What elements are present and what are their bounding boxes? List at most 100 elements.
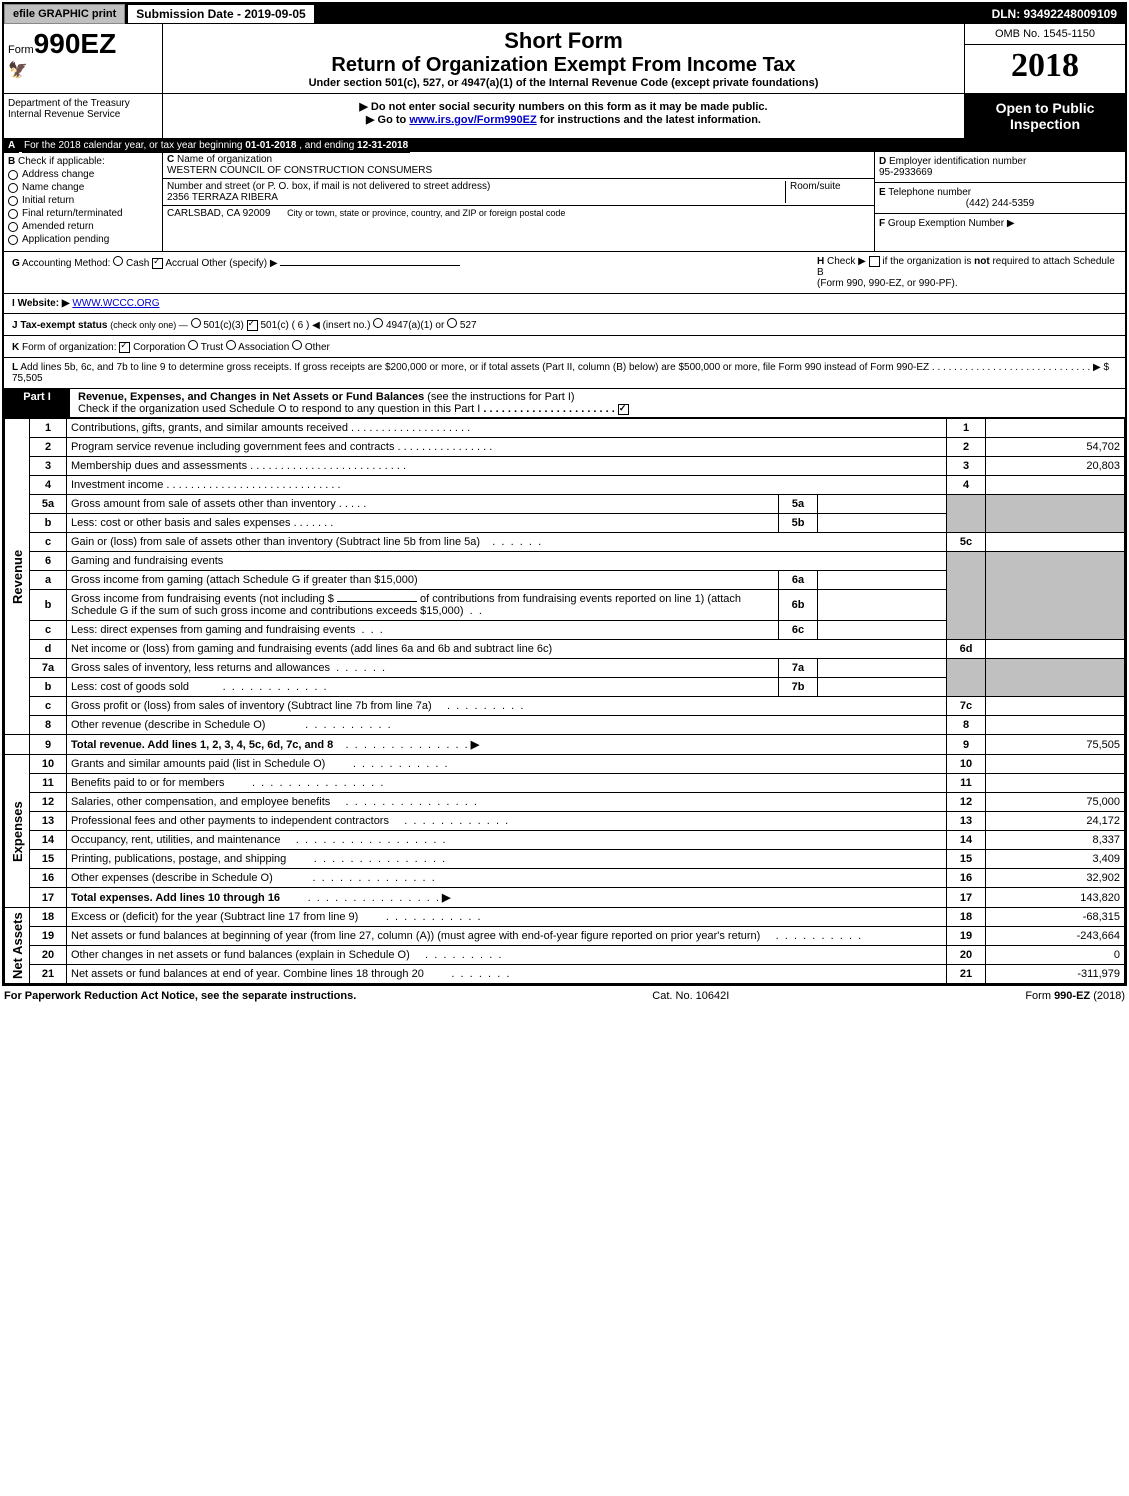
short-form-title: Short Form — [171, 28, 956, 54]
tax-year: 2018 — [965, 45, 1125, 87]
ssn-warning: ▶ Do not enter social security numbers o… — [169, 100, 958, 113]
section-i: I Website: ▶ WWW.WCCC.ORG — [4, 294, 1125, 314]
part1-subtitle: (see the instructions for Part I) — [427, 391, 574, 403]
radio-trust[interactable] — [188, 340, 198, 350]
line5a-sub: 5a — [779, 495, 818, 514]
addr-label: Number and street (or P. O. box, if mail… — [167, 181, 490, 192]
l-label: L — [12, 362, 18, 373]
line21-num: 21 — [947, 965, 986, 984]
line2-desc: Program service revenue including govern… — [71, 441, 394, 453]
checkbox-schedule-o[interactable] — [618, 404, 629, 415]
website-link[interactable]: WWW.WCCC.ORG — [72, 298, 159, 309]
irs-form-link[interactable]: www.irs.gov/Form990EZ — [409, 114, 536, 126]
j-title: Tax-exempt status — [20, 320, 107, 331]
form-header: Form990EZ 🦅 Short Form Return of Organiz… — [4, 24, 1125, 94]
opt-association: Association — [238, 342, 289, 353]
radio-501c3[interactable] — [191, 318, 201, 328]
checkbox-schedule-b[interactable] — [869, 256, 880, 267]
line20-no: 20 — [30, 946, 67, 965]
submission-date: Submission Date - 2019-09-05 — [127, 4, 314, 24]
opt-other-specify: Other (specify) ▶ — [201, 258, 277, 269]
under-section-text: Under section 501(c), 527, or 4947(a)(1)… — [171, 77, 956, 89]
g-label: G — [12, 258, 20, 269]
line8-desc: Other revenue (describe in Schedule O) — [71, 719, 265, 731]
other-specify-input[interactable] — [280, 265, 460, 266]
section-c: C Name of organization WESTERN COUNCIL O… — [163, 152, 874, 251]
line21-no: 21 — [30, 965, 67, 984]
line12-num: 12 — [947, 793, 986, 812]
expenses-label: Expenses — [5, 755, 30, 908]
radio-527[interactable] — [447, 318, 457, 328]
line20-amt: 0 — [986, 946, 1125, 965]
line6-no: 6 — [30, 552, 67, 571]
form-prefix: Form — [8, 44, 34, 56]
line6c-no: c — [30, 621, 67, 640]
b-label: B — [8, 156, 15, 167]
line17-no: 17 — [30, 888, 67, 908]
line6b-sub: 6b — [779, 590, 818, 621]
radio-corporation[interactable] — [119, 342, 130, 353]
j-note: (check only one) — — [110, 320, 188, 330]
line6d-amt — [986, 640, 1125, 659]
gray7 — [947, 659, 986, 697]
org-city: CARLSBAD, CA 92009 — [167, 208, 270, 219]
line16-desc: Other expenses (describe in Schedule O) — [71, 872, 273, 884]
radio-501c[interactable] — [247, 320, 258, 331]
line16-no: 16 — [30, 869, 67, 888]
line9-arrow: ▶ — [471, 739, 479, 751]
opt-application-pending: Application pending — [22, 234, 109, 245]
checkbox-application-pending[interactable] — [8, 235, 18, 245]
line18-num: 18 — [947, 908, 986, 927]
line13-num: 13 — [947, 812, 986, 831]
line16-amt: 32,902 — [986, 869, 1125, 888]
radio-accrual[interactable] — [152, 258, 163, 269]
line5b-desc: Less: cost or other basis and sales expe… — [71, 517, 291, 529]
checkbox-name-change[interactable] — [8, 183, 18, 193]
radio-other-org[interactable] — [292, 340, 302, 350]
line21-desc: Net assets or fund balances at end of ye… — [71, 968, 424, 980]
line6b-input[interactable] — [337, 601, 417, 602]
line8-num: 8 — [947, 716, 986, 735]
radio-cash[interactable] — [113, 256, 123, 266]
line9-amt: 75,505 — [986, 735, 1125, 755]
line1-num: 1 — [947, 419, 986, 438]
i-label: I — [12, 298, 15, 309]
line6a-sub: 6a — [779, 571, 818, 590]
checkbox-initial-return[interactable] — [8, 196, 18, 206]
opt-other-org: Other — [305, 342, 330, 353]
line-a-text: For the 2018 calendar year, or tax year … — [22, 138, 410, 153]
line14-desc: Occupancy, rent, utilities, and maintena… — [71, 834, 281, 846]
line7c-num: 7c — [947, 697, 986, 716]
radio-4947[interactable] — [373, 318, 383, 328]
line7c-no: c — [30, 697, 67, 716]
c-name-label: Name of organization — [177, 154, 272, 165]
line6b-pre: Gross income from fundraising events (no… — [71, 593, 337, 605]
line-a-pre: For the 2018 calendar year, or tax year … — [24, 140, 245, 151]
line2-amt: 54,702 — [986, 438, 1125, 457]
line17-desc: Total expenses. Add lines 10 through 16 — [71, 892, 280, 904]
checkbox-address-change[interactable] — [8, 170, 18, 180]
e-title: Telephone number — [888, 187, 971, 198]
line14-amt: 8,337 — [986, 831, 1125, 850]
section-j: J Tax-exempt status (check only one) — 5… — [4, 314, 1125, 336]
checkbox-amended-return[interactable] — [8, 222, 18, 232]
line5a-desc: Gross amount from sale of assets other t… — [71, 498, 336, 510]
line6-desc: Gaming and fundraising events — [71, 555, 223, 567]
line15-desc: Printing, publications, postage, and shi… — [71, 853, 286, 865]
line17-arrow: ▶ — [442, 892, 450, 904]
line5c-desc: Gain or (loss) from sale of assets other… — [71, 536, 480, 548]
section-def: D Employer identification number 95-2933… — [874, 152, 1125, 251]
line8-no: 8 — [30, 716, 67, 735]
part1-header: Part I Revenue, Expenses, and Changes in… — [4, 389, 1125, 418]
line10-no: 10 — [30, 755, 67, 774]
line6d-desc: Net income or (loss) from gaming and fun… — [71, 643, 552, 655]
efile-print-button[interactable]: efile GRAPHIC print — [4, 4, 125, 24]
line3-num: 3 — [947, 457, 986, 476]
footer-cat-no: Cat. No. 10642I — [652, 990, 729, 1002]
opt-name-change: Name change — [22, 182, 84, 193]
f-arrow: ▶ — [1007, 218, 1015, 229]
line7b-desc: Less: cost of goods sold — [71, 681, 189, 693]
line4-amt — [986, 476, 1125, 495]
checkbox-final-return[interactable] — [8, 209, 18, 219]
radio-association[interactable] — [226, 340, 236, 350]
